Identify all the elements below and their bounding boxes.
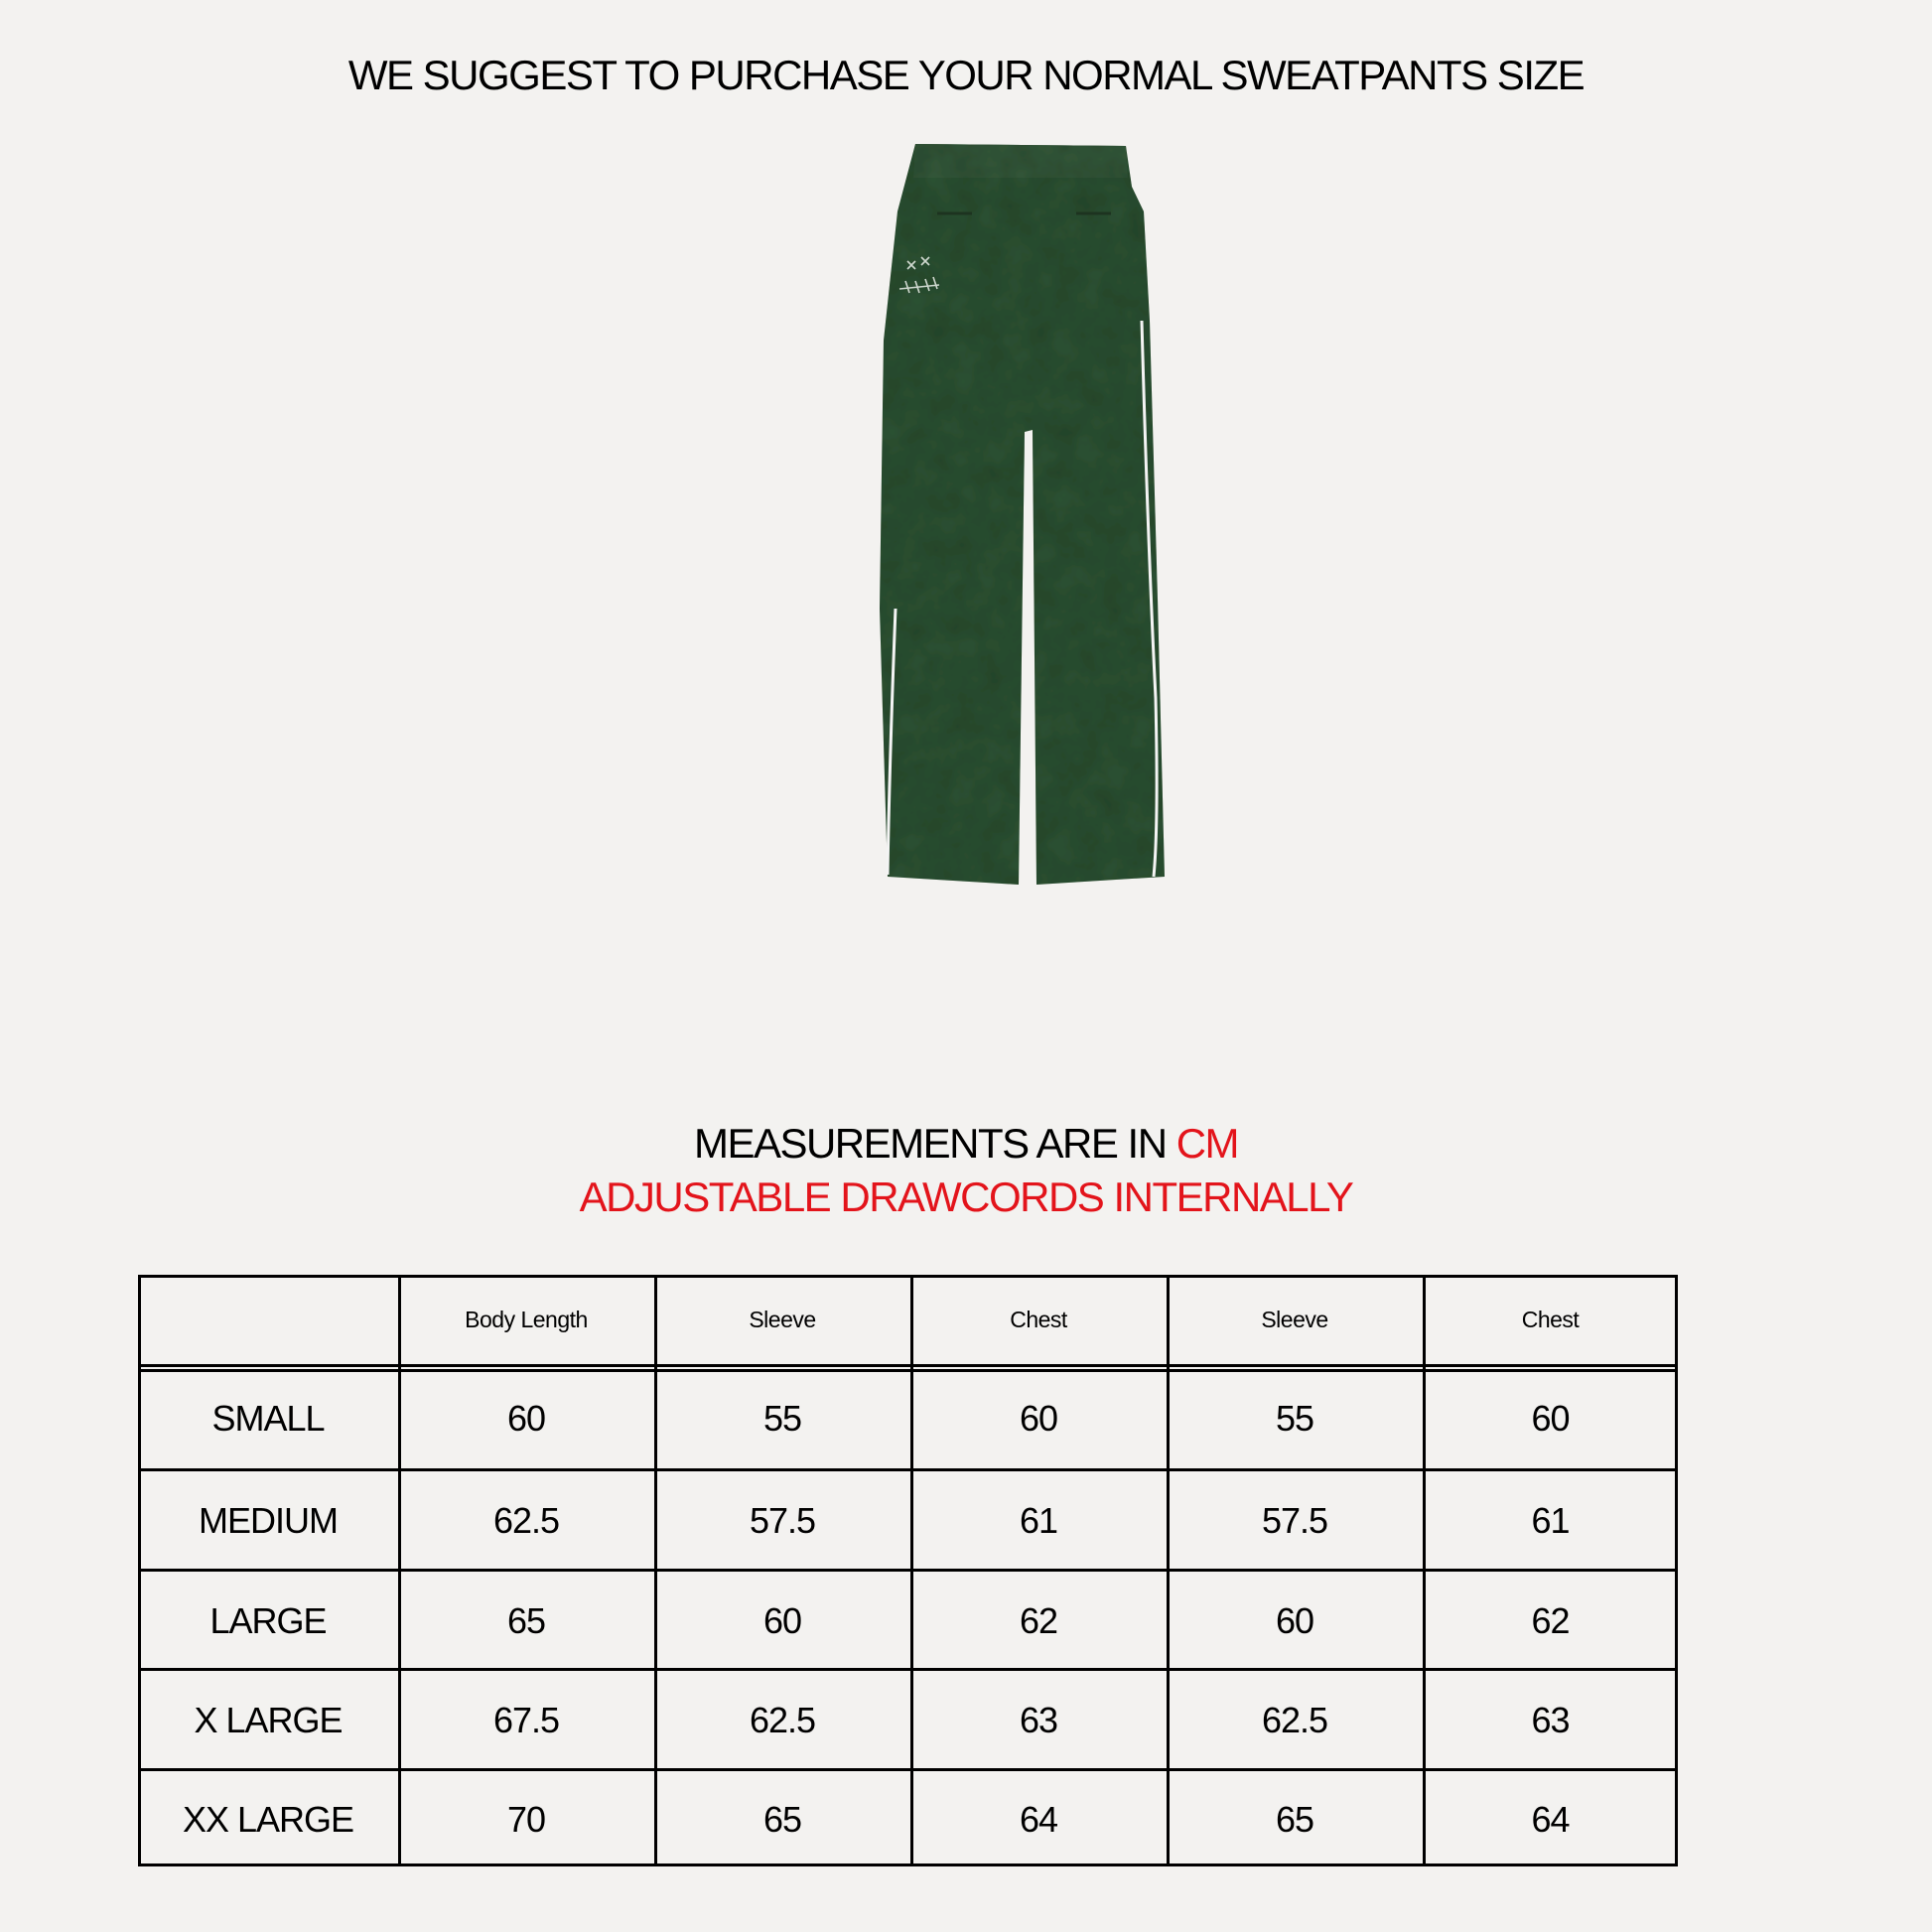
page-title: WE SUGGEST TO PURCHASE YOUR NORMAL SWEAT…: [347, 52, 1586, 98]
column-header: [138, 1275, 398, 1364]
measurements-note: MEASUREMENTS ARE IN CM: [0, 1120, 1932, 1168]
measurement-value: 60: [762, 1599, 802, 1641]
measurement-value: 55: [762, 1398, 802, 1439]
table-divider: [138, 1468, 1678, 1471]
table-divider: [138, 1863, 1678, 1866]
measurement-value: 62.5: [492, 1500, 560, 1541]
table-divider: [1675, 1275, 1678, 1866]
table-divider: [1167, 1275, 1170, 1866]
column-header: Sleeve: [1261, 1306, 1328, 1332]
measurement-value: 57.5: [749, 1500, 816, 1541]
drawcords-note: ADJUSTABLE DRAWCORDS INTERNALLY: [579, 1173, 1354, 1220]
measurement-value: 60: [1019, 1398, 1058, 1439]
table-divider: [138, 1768, 1678, 1771]
measurement-value: 65: [1275, 1799, 1314, 1840]
column-header: Chest: [1521, 1306, 1580, 1332]
measurement-value: 63: [1531, 1700, 1570, 1740]
measurement-value: 61: [1019, 1500, 1058, 1541]
table-divider: [138, 1369, 1678, 1372]
table-divider: [138, 1364, 1678, 1367]
size-label: SMALL: [211, 1398, 325, 1439]
size-label: XX LARGE: [182, 1799, 354, 1840]
waistband: [913, 144, 1128, 178]
size-label: X LARGE: [194, 1700, 343, 1740]
measurement-value: 70: [506, 1799, 546, 1840]
measurement-value: 67.5: [492, 1700, 560, 1740]
measurement-value: 61: [1531, 1500, 1570, 1541]
measurement-value: 57.5: [1261, 1500, 1328, 1541]
sweatpants-image: [880, 144, 1165, 885]
table-divider: [138, 1668, 1678, 1671]
size-label: MEDIUM: [199, 1500, 339, 1541]
pants-body: [880, 144, 1165, 885]
measurement-value: 62: [1019, 1599, 1058, 1641]
measurement-value: 63: [1019, 1700, 1058, 1740]
column-header: Chest: [1010, 1306, 1067, 1332]
size-label: LARGE: [209, 1599, 327, 1641]
column-header: Sleeve: [749, 1306, 816, 1332]
measurement-value: 62.5: [749, 1700, 816, 1740]
table-divider: [910, 1275, 913, 1866]
measurement-value: 65: [506, 1599, 546, 1641]
measurement-value: 60: [1531, 1398, 1570, 1439]
table-divider: [398, 1275, 401, 1866]
measurement-value: 65: [762, 1799, 802, 1840]
measurement-value: 62.5: [1261, 1700, 1328, 1740]
table-divider: [1423, 1275, 1426, 1866]
table-divider: [654, 1275, 657, 1866]
size-table: Body Length Sleeve Chest Sleeve Chest SMALL 60…: [138, 1275, 1678, 1866]
measurement-value: 60: [506, 1398, 546, 1439]
measurement-value: 64: [1531, 1799, 1570, 1840]
table-divider: [138, 1275, 141, 1866]
measurement-value: 60: [1275, 1599, 1314, 1641]
table-divider: [138, 1275, 1678, 1278]
column-header: Body Length: [465, 1306, 588, 1332]
measurements-prefix: MEASUREMENTS ARE IN: [693, 1120, 1176, 1167]
measurement-value: 64: [1019, 1799, 1058, 1840]
table-divider: [138, 1569, 1678, 1572]
measurements-unit: CM: [1175, 1120, 1240, 1167]
measurement-value: 55: [1275, 1398, 1314, 1439]
measurement-value: 62: [1531, 1599, 1570, 1641]
